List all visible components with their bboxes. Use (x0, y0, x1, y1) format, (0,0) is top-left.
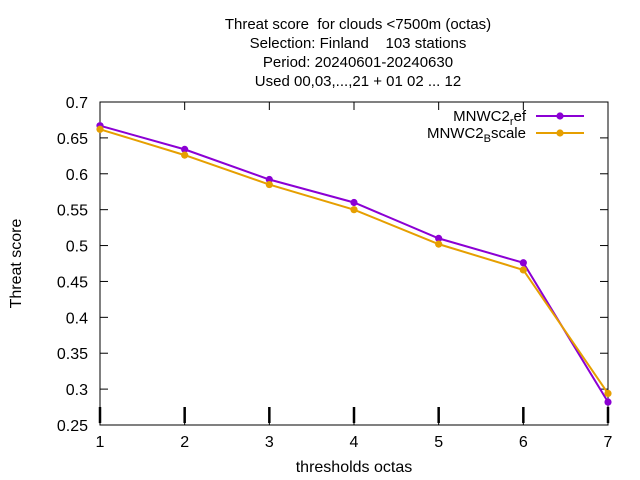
data-point (519, 259, 527, 267)
data-point (96, 125, 104, 133)
data-point (604, 398, 612, 406)
legend-swatch-point (556, 129, 564, 137)
series-1 (96, 122, 612, 406)
y-axis: 0.25 0.3 0.35 0.4 0.45 0.5 0.55 0.6 0.65 0.7 (57, 95, 608, 435)
data-point (265, 180, 273, 189)
legend-swatch-point (556, 112, 564, 120)
y-tick-label: 0.6 (66, 167, 88, 184)
x-tick-label: 2 (180, 434, 189, 451)
series-2 (96, 125, 612, 398)
x-tick-label: 5 (434, 434, 443, 451)
x-axis: 1 2 3 4 5 6 7 (96, 102, 613, 451)
series-line (99, 124, 609, 403)
x-tick-label: 7 (604, 434, 613, 451)
x-tick-label: 1 (96, 434, 105, 451)
x-axis-label: thresholds octas (296, 459, 413, 476)
data-point (519, 266, 527, 274)
chart-title-line: Used 00,03,...,21 + 01 02 ... 12 (255, 73, 461, 90)
plot-frame (99, 101, 609, 426)
data-point (350, 198, 358, 207)
y-tick-label: 0.4 (66, 310, 88, 327)
series-line (99, 128, 609, 394)
data-point (181, 151, 189, 159)
y-tick-label: 0.25 (57, 418, 88, 435)
y-tick-label: 0.35 (57, 346, 88, 363)
x-tick-label: 3 (265, 434, 274, 451)
y-tick-label: 0.65 (57, 131, 88, 148)
chart-title-line: Threat score for clouds <7500m (octas) (225, 16, 491, 33)
y-tick-label: 0.55 (57, 203, 88, 220)
y-tick-label: 0.5 (66, 239, 88, 256)
legend-label: MNWC2Bscale (427, 125, 526, 145)
y-tick-label: 0.3 (66, 382, 88, 399)
y-tick-label: 0.45 (57, 274, 88, 291)
y-tick-label: 0.7 (66, 95, 88, 112)
data-point (350, 206, 358, 214)
legend-label: MNWC2ref (453, 108, 527, 128)
x-tick-label: 6 (519, 434, 528, 451)
data-point (604, 389, 612, 398)
chart-title-line: Period: 20240601-20240630 (263, 54, 453, 71)
data-point (181, 145, 189, 153)
series-layer (96, 122, 612, 406)
chart-title-line: Selection: Finland 103 stations (250, 35, 467, 52)
data-point (265, 175, 273, 184)
y-axis-label: Threat score (8, 218, 25, 308)
data-point (435, 234, 443, 242)
chart-title: Threat score for clouds <7500m (octas) Se… (225, 16, 491, 90)
x-tick-label: 4 (350, 434, 359, 451)
data-point (435, 240, 443, 248)
